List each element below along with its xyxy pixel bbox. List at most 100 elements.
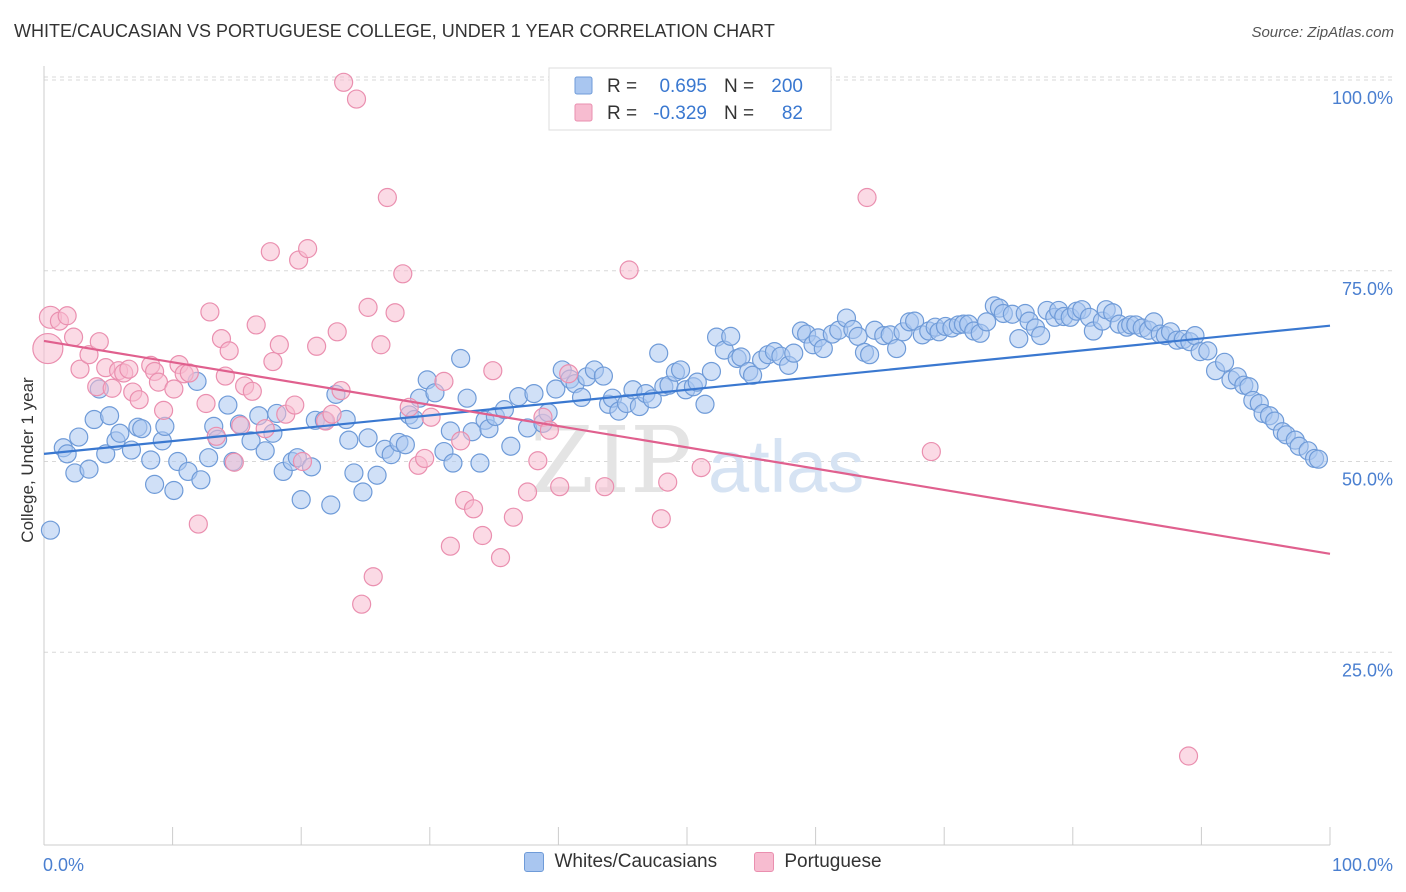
point-portuguese-44 — [298, 239, 318, 259]
point-portuguese-15 — [129, 390, 149, 410]
point-portuguese-10 — [102, 378, 122, 398]
point-whites-130 — [887, 338, 907, 359]
point-portuguese-36 — [255, 419, 275, 439]
point-portuguese-45 — [307, 336, 327, 356]
watermark-atlas: atlas — [708, 425, 864, 508]
point-whites-182 — [1198, 341, 1218, 361]
point-whites-2 — [57, 444, 77, 464]
point-portuguese-52 — [352, 594, 372, 614]
legend-swatch-pink — [754, 852, 775, 872]
point-portuguese-81 — [658, 472, 678, 492]
point-portuguese-13 — [119, 359, 139, 379]
legend-n-value: 82 — [782, 103, 803, 124]
point-portuguese-79 — [619, 260, 639, 280]
point-whites-124 — [848, 326, 868, 346]
point-portuguese-30 — [219, 341, 239, 361]
point-portuguese-43 — [292, 451, 313, 472]
point-whites-119 — [813, 338, 833, 359]
point-portuguese-62 — [421, 407, 441, 427]
series-portuguese — [32, 72, 1199, 766]
point-portuguese-76 — [550, 477, 570, 497]
point-portuguese-57 — [385, 303, 405, 323]
legend-swatch-blue — [574, 76, 593, 95]
point-whites-24 — [199, 448, 219, 468]
y-tick-label-1: 75.0% — [1342, 279, 1393, 299]
point-portuguese-70 — [490, 548, 511, 568]
point-portuguese-85 — [1178, 746, 1199, 766]
point-whites-63 — [457, 388, 477, 408]
legend-r-label: R = — [607, 76, 637, 97]
trend-line-portuguese — [43, 339, 1331, 555]
point-whites-101 — [701, 361, 722, 382]
point-portuguese-78 — [595, 477, 615, 497]
point-whites-61 — [443, 453, 463, 473]
point-whites-200 — [1308, 449, 1329, 469]
chart-title: WHITE/CAUCASIAN VS PORTUGUESE COLLEGE, U… — [14, 21, 775, 41]
point-whites-62 — [451, 348, 471, 369]
point-whites-18 — [155, 416, 175, 437]
point-portuguese-38 — [263, 351, 283, 372]
point-portuguese-80 — [651, 509, 671, 529]
point-portuguese-58 — [393, 264, 413, 284]
point-whites-70 — [501, 436, 521, 456]
point-portuguese-39 — [269, 335, 289, 355]
trend-lines — [43, 324, 1331, 555]
point-whites-145 — [977, 312, 997, 332]
point-whites-48 — [358, 428, 378, 448]
point-whites-32 — [255, 441, 275, 461]
point-portuguese-20 — [164, 379, 184, 399]
legend-swatch-pink — [574, 103, 593, 122]
source-note: Source: ZipAtlas.com — [1251, 24, 1394, 41]
point-portuguese-35 — [246, 315, 266, 335]
point-whites-49 — [367, 465, 387, 485]
point-portuguese-84 — [921, 441, 941, 462]
point-portuguese-25 — [196, 393, 216, 414]
point-portuguese-0 — [32, 332, 64, 365]
point-portuguese-63 — [434, 371, 454, 391]
point-whites-80 — [571, 387, 592, 408]
point-whites-4 — [69, 427, 89, 447]
point-whites-180 — [1185, 326, 1205, 346]
point-portuguese-72 — [517, 482, 538, 502]
point-portuguese-3 — [57, 306, 77, 326]
point-portuguese-56 — [377, 187, 397, 208]
point-whites-71 — [508, 387, 529, 407]
point-whites-0 — [40, 520, 61, 540]
point-portuguese-5 — [70, 359, 90, 379]
legend-n-label: N = — [724, 103, 754, 124]
point-whites-11 — [110, 423, 130, 443]
point-portuguese-37 — [260, 242, 280, 262]
point-whites-45 — [339, 430, 359, 450]
point-portuguese-61 — [415, 448, 435, 469]
point-portuguese-65 — [451, 431, 471, 451]
legend-label-portuguese: Portuguese — [784, 851, 882, 872]
trend-line-whites — [43, 324, 1331, 455]
y-tick-labels: 100.0% 75.0% 50.0% 25.0% — [1332, 88, 1393, 680]
point-portuguese-82 — [691, 458, 711, 478]
point-whites-100 — [695, 394, 715, 414]
legend-r-label: R = — [607, 103, 637, 124]
point-portuguese-71 — [503, 507, 523, 527]
point-portuguese-73 — [528, 451, 548, 471]
point-whites-126 — [860, 345, 880, 365]
legend-top: R = 0.695 N = 200 R = -0.329 N = 82 — [548, 67, 832, 131]
point-whites-16 — [144, 474, 165, 494]
legend-r-value: -0.329 — [653, 103, 707, 124]
legend-swatch-blue — [524, 852, 545, 872]
legend-bottom: Whites/Caucasians Portuguese — [0, 851, 1406, 878]
point-portuguese-47 — [322, 404, 342, 424]
point-portuguese-69 — [483, 361, 503, 381]
point-whites-96 — [670, 360, 691, 380]
point-portuguese-51 — [346, 89, 367, 109]
point-portuguese-31 — [224, 452, 244, 472]
x-tick-labels: 0.0% 100.0% — [43, 855, 1393, 875]
y-tick-label-3: 25.0% — [1342, 660, 1393, 680]
point-whites-19 — [164, 480, 184, 501]
point-portuguese-4 — [63, 327, 84, 347]
point-whites-184 — [1214, 352, 1235, 372]
point-portuguese-53 — [358, 297, 378, 317]
point-whites-38 — [291, 490, 311, 510]
point-whites-46 — [344, 463, 364, 483]
point-whites-23 — [191, 470, 211, 490]
